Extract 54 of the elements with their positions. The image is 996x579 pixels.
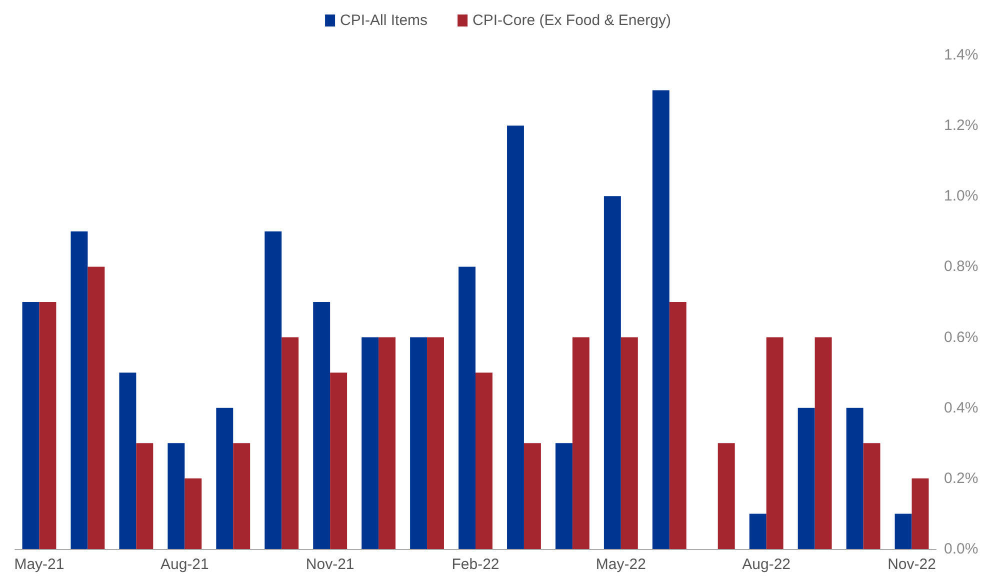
- bar: [524, 443, 541, 549]
- bar: [476, 372, 492, 549]
- bar: [798, 408, 815, 549]
- bar: [362, 337, 379, 549]
- y-tick-label: 1.4%: [944, 46, 978, 64]
- y-tick-label: 1.2%: [944, 117, 978, 134]
- y-tick-label: 0.6%: [944, 328, 978, 346]
- bar: [894, 514, 912, 549]
- bar: [216, 408, 234, 549]
- bar: [168, 443, 185, 549]
- y-tick-label: 0.0%: [944, 540, 978, 558]
- bar: [119, 372, 136, 549]
- y-tick-label: 0.4%: [944, 399, 978, 416]
- bar: [572, 337, 590, 549]
- bar: [427, 337, 444, 549]
- bar: [863, 443, 880, 549]
- bar: [766, 337, 784, 549]
- bar: [88, 266, 105, 549]
- bar: [604, 196, 621, 549]
- bar: [555, 443, 572, 549]
- bar: [70, 231, 88, 549]
- bar: [184, 478, 202, 549]
- x-tick-label: Nov-21: [306, 556, 354, 573]
- bar: [458, 266, 476, 549]
- bar: [507, 126, 524, 549]
- bar: [814, 337, 832, 549]
- bar: [378, 337, 396, 549]
- legend-label: CPI-Core (Ex Food & Energy): [472, 12, 671, 29]
- bar: [669, 302, 686, 549]
- bar: [846, 408, 864, 549]
- x-tick-label: May-22: [596, 556, 646, 573]
- bar: [718, 443, 735, 549]
- bar: [620, 337, 638, 549]
- bar: [313, 302, 330, 549]
- y-tick-label: 0.8%: [944, 258, 978, 276]
- bar: [410, 337, 428, 549]
- bar: [136, 443, 154, 549]
- y-tick-label: 1.0%: [944, 188, 978, 205]
- legend-label: CPI-All Items: [340, 12, 428, 29]
- bar: [39, 302, 56, 549]
- bar: [233, 443, 250, 549]
- x-tick-label: Aug-21: [160, 556, 209, 573]
- x-tick-label: May-21: [14, 556, 64, 573]
- bar: [282, 337, 299, 549]
- x-tick-label: Feb-22: [452, 556, 500, 573]
- bar: [22, 302, 40, 549]
- bar: [749, 514, 766, 549]
- x-tick-label: Nov-22: [888, 556, 936, 573]
- bar: [330, 372, 348, 549]
- bar: [264, 231, 282, 549]
- bar: [652, 90, 670, 549]
- bar: [912, 478, 929, 549]
- x-tick-label: Aug-22: [742, 556, 791, 573]
- y-tick-label: 0.2%: [944, 470, 978, 487]
